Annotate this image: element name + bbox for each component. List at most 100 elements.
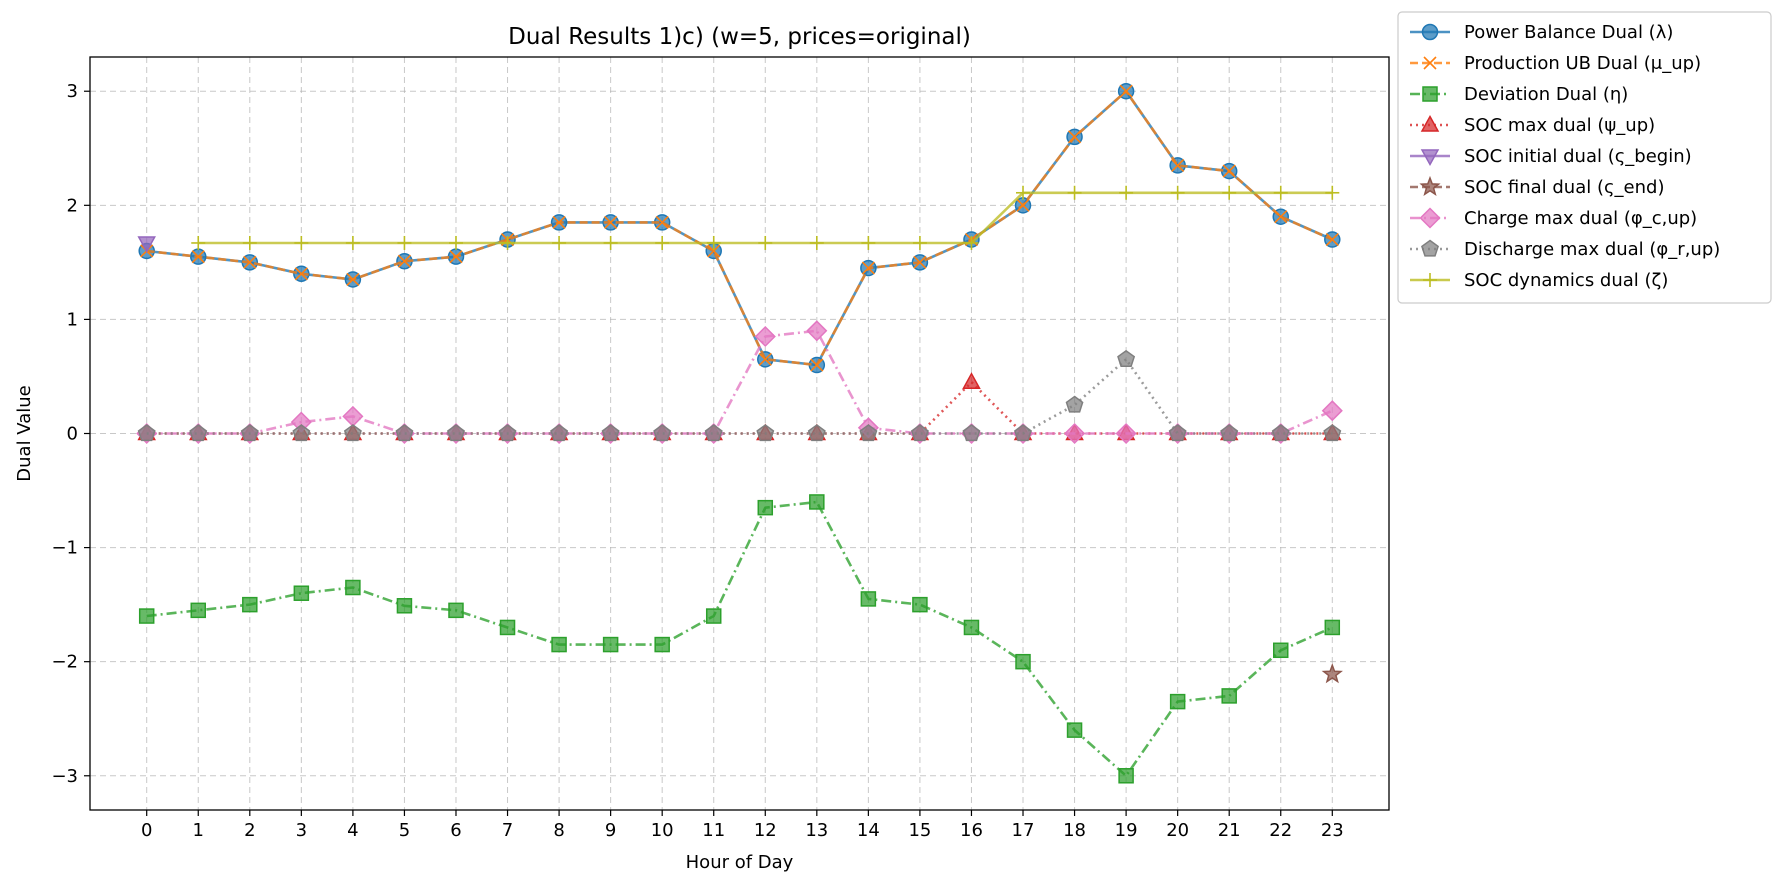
data-point [138,608,155,624]
data-point [601,424,620,442]
data-point [243,255,257,269]
legend-marker [1419,207,1441,229]
data-point [1118,768,1134,784]
legend-marker [1421,239,1439,257]
legend-label: SOC dynamics dual (ζ) [1464,270,1668,291]
data-point [1067,185,1082,200]
legend-label: Deviation Dual (η) [1464,84,1628,105]
data-point [1115,422,1137,445]
x-tick-label: 10 [651,820,674,841]
series-5 [1321,663,1343,684]
data-point [704,424,723,442]
y-tick-label: −3 [51,766,78,787]
data-point [552,235,567,250]
data-point [396,598,413,614]
x-tick-label: 13 [805,820,828,841]
data-point [962,372,981,389]
data-point [758,352,772,366]
data-point [448,602,464,619]
data-point [1273,185,1288,200]
data-point [242,235,257,250]
legend-marker [1423,273,1437,287]
data-point [1015,653,1031,670]
series-layer [136,82,1343,784]
data-point [447,424,465,442]
series-line [146,89,1333,367]
series-8 [191,185,1340,250]
data-point [189,424,208,442]
data-point [1171,158,1185,172]
x-tick-label: 22 [1269,820,1292,841]
y-axis-label: Dual Value [14,385,35,481]
data-point [1016,198,1030,212]
data-point [293,585,310,601]
data-point [809,494,825,510]
series-2 [138,494,1341,784]
data-point [500,235,515,250]
data-point [1271,424,1290,442]
data-point [861,235,876,250]
data-point [963,619,980,636]
data-point [861,261,875,275]
data-point [1324,619,1341,636]
data-point [1170,185,1185,200]
data-point [655,235,670,250]
y-tick-label: 2 [67,195,78,216]
data-point [655,215,669,229]
data-point [1323,424,1342,442]
data-point [807,424,826,442]
legend-entry: Discharge max dual (φ_r,up) [1410,239,1720,260]
data-point [191,250,205,264]
legend-entry: Production UB Dual (μ_up) [1410,53,1701,74]
data-point [1220,424,1239,442]
data-point [1222,164,1236,178]
data-point [292,424,311,442]
data-point [913,255,927,269]
x-tick-label: 8 [553,820,564,841]
y-tick-label: 3 [67,81,78,102]
data-point [706,235,721,250]
data-point [449,250,463,264]
legend-frame [1397,11,1772,304]
x-tick-label: 3 [296,820,307,841]
data-point [551,636,567,653]
legend-label: SOC final dual (ς_end) [1464,177,1665,198]
data-point [137,424,156,442]
data-point [345,579,361,596]
data-point [448,235,463,250]
chart-title: Dual Results 1)c) (w=5, prices=original) [508,24,971,50]
data-point [1064,422,1086,445]
legend-entry: SOC dynamics dual (ζ) [1410,270,1668,291]
data-point [1067,130,1082,144]
data-point [242,596,258,613]
legend-marker [1419,175,1441,197]
legend-entry: SOC max dual (ψ_up) [1410,114,1655,136]
legend-marker [1420,149,1440,167]
data-point [1221,688,1237,704]
data-point [1321,400,1343,422]
data-point [1169,693,1186,710]
data-point [809,235,824,250]
data-point [964,235,979,250]
legend-entry: Charge max dual (φ_c,up) [1410,207,1697,229]
x-tick-label: 1 [193,820,204,841]
x-axis-label: Hour of Day [686,852,794,873]
data-point [912,596,928,613]
data-point [604,215,618,229]
legend-label: Charge max dual (φ_c,up) [1464,208,1697,229]
legend: Power Balance Dual (λ) Production UB Dual… [1397,11,1772,304]
data-point [137,236,156,254]
y-tick-label: 0 [67,424,78,445]
axes: 0 1 2 3 4 5 6 7 8 9 10 11 12 13 14 15 16 17 18 19 20 21 22 23−3… [51,81,1343,841]
data-point [395,424,414,442]
data-point [1321,663,1343,684]
x-tick-label: 6 [450,820,461,841]
data-point [1066,722,1083,738]
y-tick-label: −1 [51,538,78,559]
data-point [1016,185,1031,200]
data-point [397,254,412,268]
x-tick-label: 2 [244,820,255,841]
data-point [602,636,619,653]
data-point [754,325,776,348]
